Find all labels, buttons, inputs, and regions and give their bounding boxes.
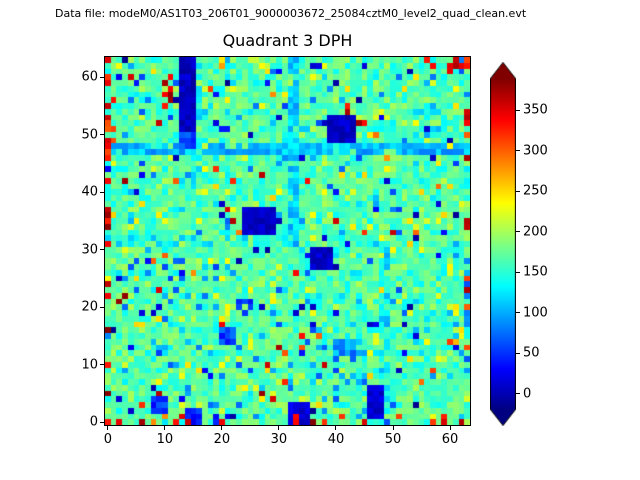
colorbar-tick-label: 250 — [523, 183, 548, 199]
x-tick-mark — [335, 426, 337, 430]
data-file-label: Data file: modeM0/AS1T03_206T01_90000036… — [55, 7, 527, 20]
x-tick-mark — [392, 426, 394, 430]
y-tick-label: 10 — [81, 357, 98, 373]
y-tick-mark — [100, 191, 104, 193]
y-tick-label: 30 — [81, 242, 98, 258]
colorbar-tick-label: 300 — [523, 143, 548, 159]
colorbar-canvas — [490, 62, 516, 426]
colorbar-tick-mark — [516, 109, 520, 111]
x-tick-mark — [164, 426, 166, 430]
y-tick-mark — [100, 306, 104, 308]
colorbar-tick-label: 0 — [523, 386, 532, 402]
y-tick-mark — [100, 364, 104, 366]
colorbar-tick-mark — [516, 312, 520, 314]
y-tick-label: 0 — [89, 414, 98, 430]
y-tick-label: 50 — [81, 127, 98, 143]
colorbar-tick-label: 150 — [523, 264, 548, 280]
y-tick-label: 20 — [81, 299, 98, 315]
y-tick-label: 60 — [81, 69, 98, 85]
colorbar-tick-mark — [516, 190, 520, 192]
colorbar-tick-label: 200 — [523, 224, 548, 240]
plot-area — [104, 56, 471, 426]
x-tick-label: 0 — [103, 432, 112, 447]
y-tick-mark — [100, 421, 104, 423]
colorbar-tick-mark — [516, 352, 520, 354]
x-tick-mark — [449, 426, 451, 430]
colorbar-tick-mark — [516, 271, 520, 273]
colorbar-tick-mark — [516, 150, 520, 152]
x-tick-label: 50 — [384, 432, 402, 447]
colorbar-tick-mark — [516, 393, 520, 395]
x-tick-mark — [107, 426, 109, 430]
y-tick-mark — [100, 134, 104, 136]
colorbar-tick-mark — [516, 231, 520, 233]
colorbar-tick-label: 50 — [523, 345, 540, 361]
x-tick-label: 60 — [441, 432, 459, 447]
heatmap-canvas — [105, 57, 470, 425]
y-tick-label: 40 — [81, 184, 98, 200]
colorbar-tick-label: 350 — [523, 102, 548, 118]
plot-title: Quadrant 3 DPH — [222, 31, 353, 50]
x-tick-label: 40 — [327, 432, 345, 447]
colorbar-tick-label: 100 — [523, 305, 548, 321]
y-tick-mark — [100, 76, 104, 78]
y-tick-mark — [100, 249, 104, 251]
x-tick-mark — [221, 426, 223, 430]
x-tick-label: 20 — [213, 432, 231, 447]
x-tick-label: 10 — [156, 432, 174, 447]
x-tick-label: 30 — [270, 432, 288, 447]
x-tick-mark — [278, 426, 280, 430]
